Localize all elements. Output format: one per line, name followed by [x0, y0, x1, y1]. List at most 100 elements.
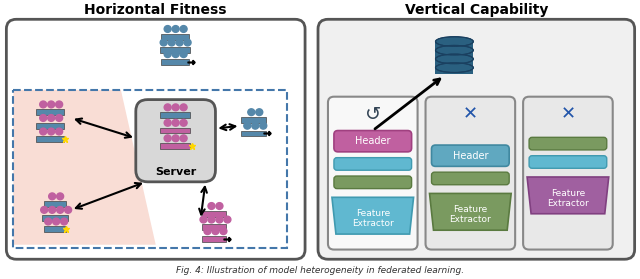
Ellipse shape: [435, 54, 474, 64]
Bar: [241, 131, 266, 136]
Circle shape: [48, 101, 54, 108]
Bar: [160, 143, 189, 149]
Bar: [202, 224, 227, 230]
Circle shape: [52, 218, 60, 225]
Circle shape: [49, 206, 56, 213]
FancyBboxPatch shape: [431, 145, 509, 166]
Text: Vertical Capability: Vertical Capability: [404, 3, 548, 17]
Circle shape: [164, 135, 171, 142]
Circle shape: [48, 128, 54, 135]
Circle shape: [40, 115, 47, 121]
Text: Feature
Extractor: Feature Extractor: [352, 209, 394, 228]
Text: Header: Header: [355, 136, 390, 146]
Circle shape: [164, 51, 171, 57]
Bar: [160, 128, 189, 133]
Circle shape: [180, 51, 187, 57]
FancyBboxPatch shape: [136, 100, 216, 182]
Bar: [36, 136, 64, 142]
Ellipse shape: [435, 37, 474, 46]
Circle shape: [172, 119, 179, 126]
Bar: [44, 201, 66, 207]
Circle shape: [176, 39, 183, 46]
Circle shape: [204, 228, 211, 235]
Circle shape: [216, 203, 223, 210]
Bar: [161, 59, 189, 65]
Circle shape: [212, 228, 219, 235]
Circle shape: [180, 119, 187, 126]
FancyBboxPatch shape: [334, 176, 412, 189]
Circle shape: [252, 122, 259, 129]
Circle shape: [56, 128, 63, 135]
Polygon shape: [527, 177, 609, 214]
FancyBboxPatch shape: [529, 137, 607, 150]
Circle shape: [248, 109, 255, 116]
Bar: [42, 215, 68, 220]
Bar: [161, 34, 189, 40]
Circle shape: [164, 104, 171, 111]
Bar: [202, 211, 227, 217]
Circle shape: [224, 216, 231, 223]
Circle shape: [40, 101, 47, 108]
Circle shape: [45, 218, 52, 225]
Text: ✕: ✕: [561, 105, 575, 123]
Circle shape: [180, 104, 187, 111]
FancyBboxPatch shape: [523, 97, 612, 249]
FancyBboxPatch shape: [431, 172, 509, 185]
Circle shape: [220, 228, 227, 235]
Circle shape: [160, 39, 167, 46]
Circle shape: [184, 39, 191, 46]
Circle shape: [208, 203, 215, 210]
FancyBboxPatch shape: [529, 156, 607, 168]
Text: Header: Header: [452, 151, 488, 161]
FancyBboxPatch shape: [426, 97, 515, 249]
Ellipse shape: [435, 63, 474, 73]
Circle shape: [65, 206, 72, 213]
Circle shape: [260, 122, 267, 129]
Bar: [435, 42, 474, 74]
Circle shape: [40, 128, 47, 135]
Circle shape: [180, 135, 187, 142]
Polygon shape: [429, 193, 511, 230]
Circle shape: [164, 26, 171, 32]
FancyBboxPatch shape: [328, 97, 417, 249]
Circle shape: [200, 216, 207, 223]
Text: ↺: ↺: [365, 105, 381, 124]
Circle shape: [48, 115, 54, 121]
Text: ✕: ✕: [463, 105, 478, 123]
Circle shape: [172, 104, 179, 111]
Circle shape: [208, 216, 215, 223]
FancyBboxPatch shape: [334, 158, 412, 170]
Polygon shape: [13, 90, 156, 245]
Text: Server: Server: [155, 167, 196, 177]
Bar: [44, 226, 66, 232]
Circle shape: [49, 193, 56, 200]
Circle shape: [57, 193, 63, 200]
Circle shape: [61, 218, 68, 225]
FancyBboxPatch shape: [318, 19, 635, 259]
Bar: [36, 109, 64, 115]
Circle shape: [172, 135, 179, 142]
Text: Feature
Extractor: Feature Extractor: [449, 205, 492, 224]
Circle shape: [216, 216, 223, 223]
Text: Feature
Extractor: Feature Extractor: [547, 189, 589, 208]
FancyBboxPatch shape: [334, 131, 412, 152]
Circle shape: [172, 51, 179, 57]
Bar: [202, 236, 227, 242]
Circle shape: [56, 115, 63, 121]
Circle shape: [244, 122, 251, 129]
Circle shape: [164, 119, 171, 126]
Circle shape: [57, 206, 63, 213]
Bar: [160, 112, 189, 118]
Text: Fig. 4: Illustration of model heterogeneity in federated learning.: Fig. 4: Illustration of model heterogene…: [176, 266, 464, 275]
Circle shape: [168, 39, 175, 46]
Polygon shape: [332, 197, 413, 234]
Circle shape: [56, 101, 63, 108]
Circle shape: [180, 26, 187, 32]
Bar: [160, 47, 189, 53]
Bar: [241, 117, 266, 123]
Ellipse shape: [435, 45, 474, 55]
FancyBboxPatch shape: [6, 19, 305, 259]
Bar: [36, 123, 64, 129]
Text: Horizontal Fitness: Horizontal Fitness: [84, 3, 227, 17]
Circle shape: [41, 206, 48, 213]
